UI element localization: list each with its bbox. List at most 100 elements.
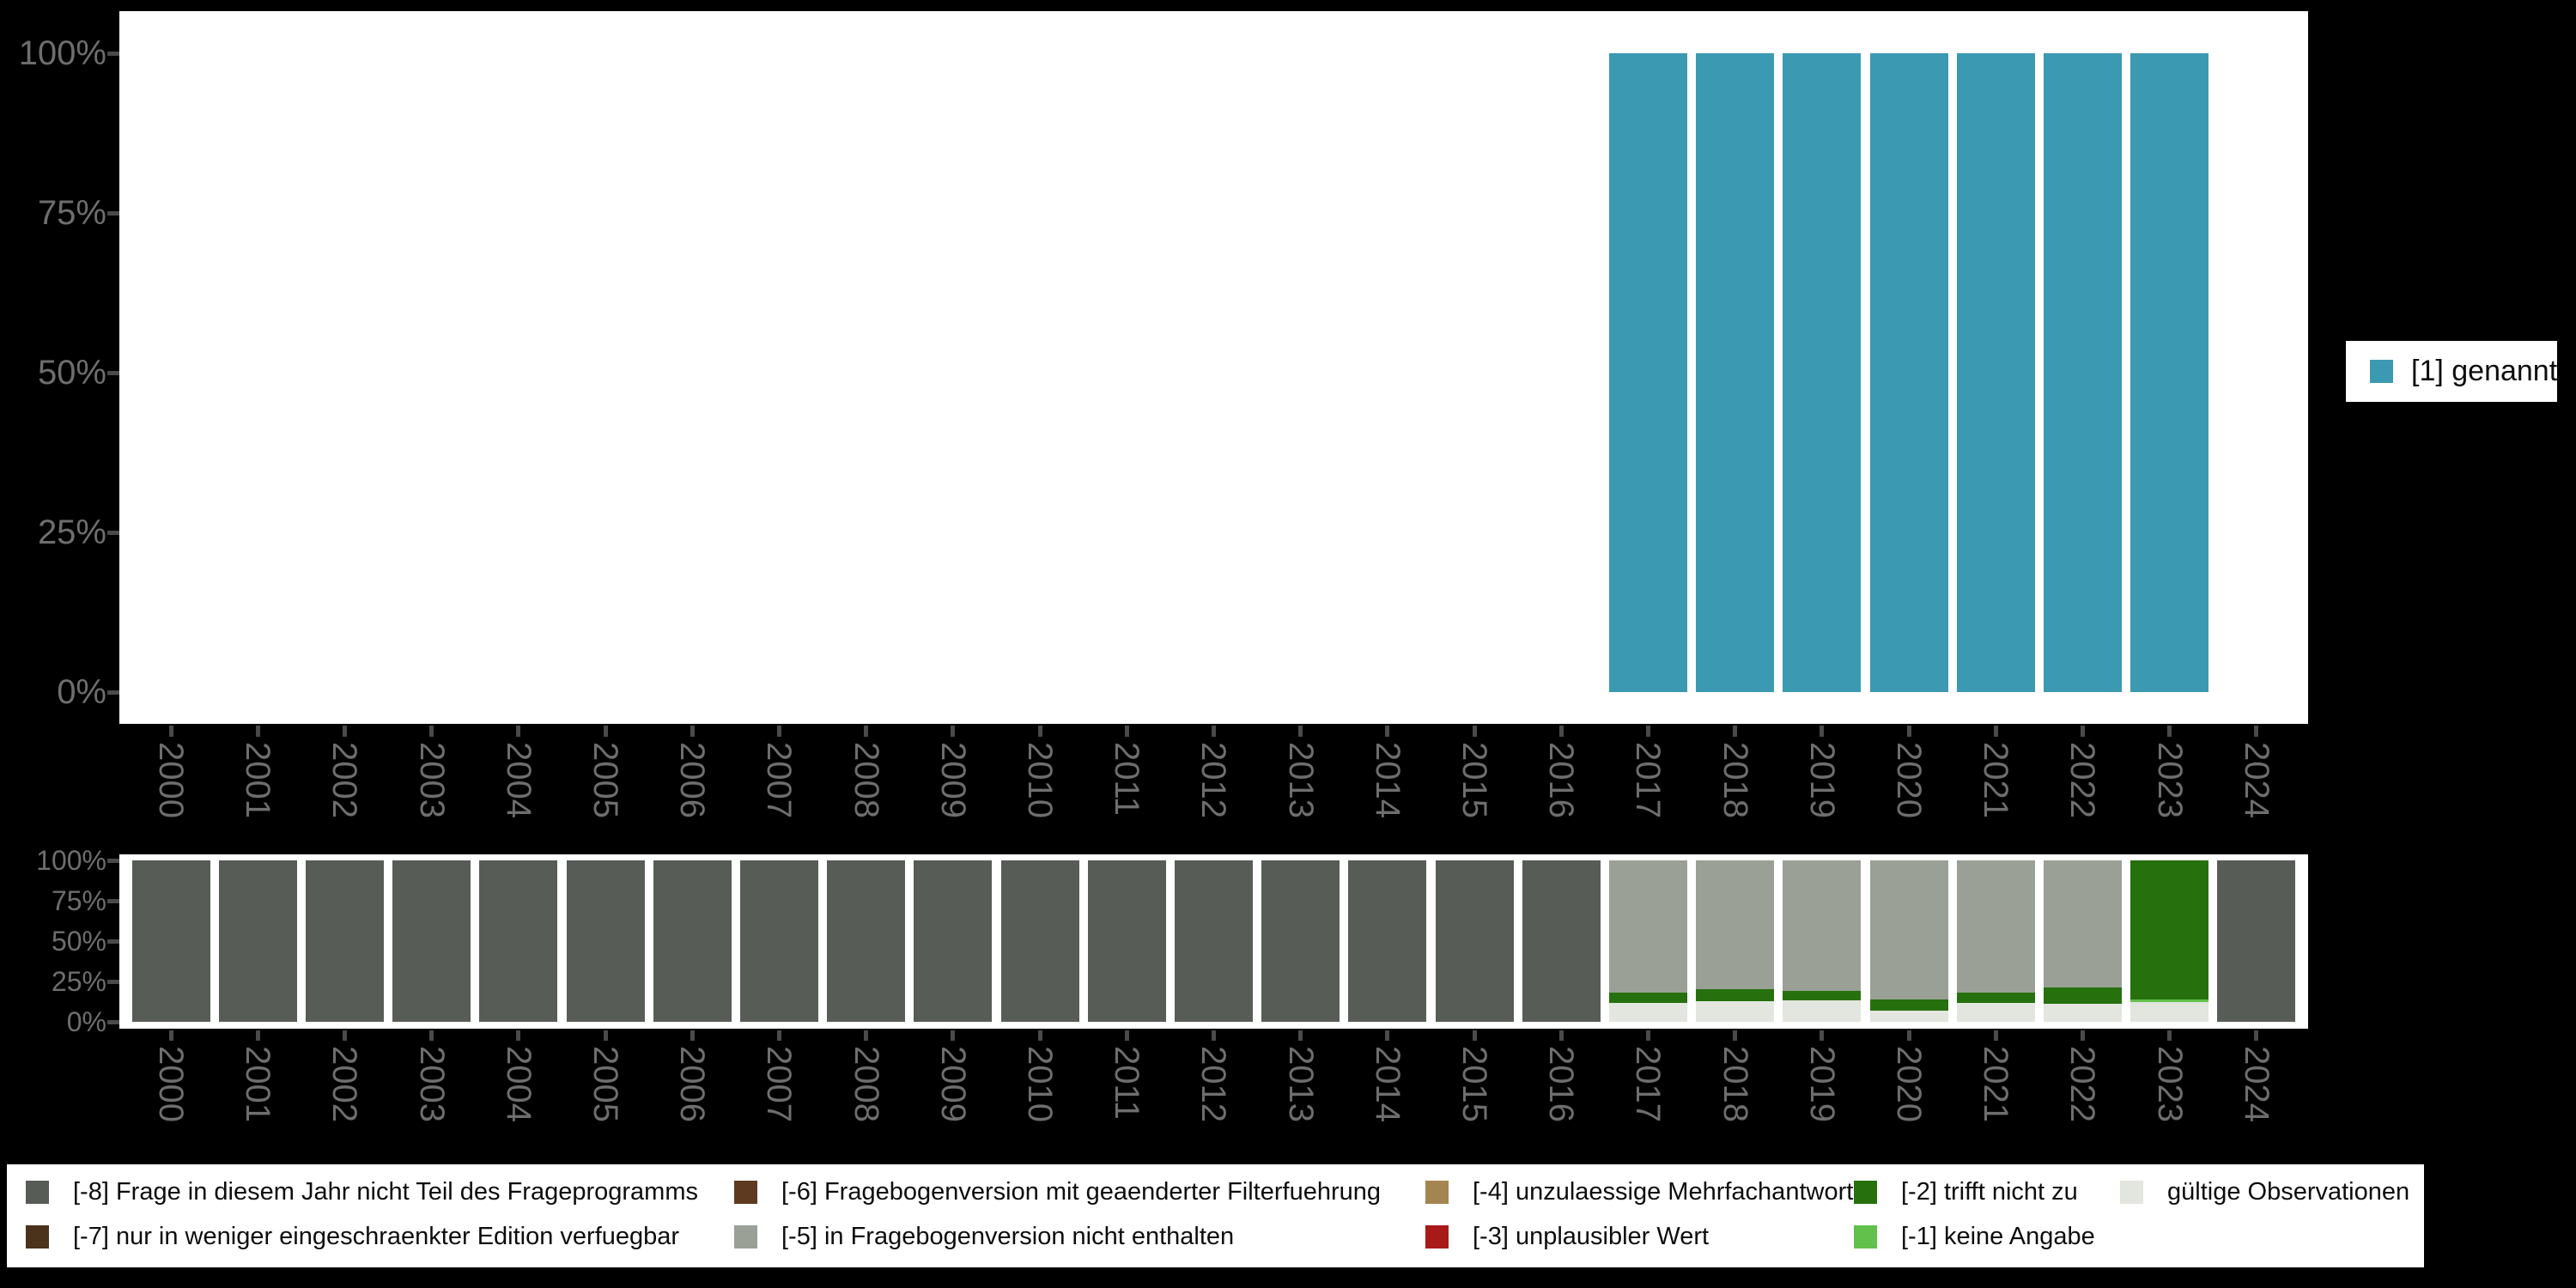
x-tick-label: 2014 bbox=[1368, 1046, 1406, 1122]
x-tick-label: 2015 bbox=[1455, 1046, 1493, 1122]
stacked-bar-segment--8 bbox=[1522, 860, 1601, 1022]
stacked-bar-segment-valid bbox=[1608, 1003, 1687, 1022]
stacked-bar-segment--5 bbox=[1869, 860, 1948, 999]
x-tick bbox=[1385, 1030, 1390, 1041]
stacked-bar-2002 bbox=[305, 860, 384, 1022]
stacked-bar-segment--8 bbox=[1261, 860, 1340, 1022]
x-tick-label: 2013 bbox=[1281, 742, 1320, 818]
stacked-bar-2016 bbox=[1522, 860, 1601, 1022]
stacked-bar-2014 bbox=[1348, 860, 1427, 1022]
x-tick bbox=[2080, 1030, 2085, 1041]
stacked-bar-segment--2 bbox=[2130, 860, 2209, 1000]
x-tick-label: 2005 bbox=[586, 742, 624, 818]
x-tick-label: 2023 bbox=[2150, 742, 2189, 818]
top-chart-bar-2023 bbox=[2130, 53, 2209, 692]
x-tick-label: 2020 bbox=[1890, 742, 1928, 818]
x-tick-label: 2022 bbox=[2063, 1046, 2102, 1122]
legend-label--5: [-5] in Fragebogenversion nicht enthalte… bbox=[781, 1223, 1235, 1250]
legend-label-valid: gültige Observationen bbox=[2167, 1178, 2410, 1206]
x-tick bbox=[1211, 726, 1216, 737]
stacked-bar-2019 bbox=[1783, 860, 1862, 1022]
legend-swatch--8 bbox=[26, 1181, 49, 1204]
top-chart-bar-2021 bbox=[1956, 53, 2035, 692]
x-tick bbox=[1037, 1030, 1042, 1041]
x-tick bbox=[168, 1030, 173, 1041]
stacked-bar-2022 bbox=[2043, 860, 2122, 1022]
x-tick bbox=[2167, 726, 2172, 737]
legend-label--2: [-2] trifft nicht zu bbox=[1901, 1178, 2078, 1206]
stacked-bar-segment--2 bbox=[1696, 989, 1775, 1001]
stacked-bar-segment--5 bbox=[1696, 860, 1775, 990]
x-tick bbox=[864, 1030, 869, 1041]
x-tick bbox=[1906, 726, 1911, 737]
x-tick bbox=[1645, 726, 1650, 737]
stacked-bar-2018 bbox=[1696, 860, 1775, 1022]
x-tick bbox=[2254, 1030, 2259, 1041]
legend-label-genannt: [1] genannt bbox=[2411, 355, 2558, 387]
x-tick-label: 2018 bbox=[1716, 1046, 1754, 1122]
y-tick-label: 75% bbox=[51, 885, 106, 916]
legend-label--6: [-6] Fragebogenversion mit geaenderter F… bbox=[781, 1178, 1381, 1206]
x-tick bbox=[1820, 1030, 1825, 1041]
x-tick bbox=[2080, 726, 2085, 737]
x-tick bbox=[1733, 726, 1738, 737]
x-tick bbox=[1037, 726, 1042, 737]
x-tick bbox=[1298, 726, 1303, 737]
stacked-bar-segment--8 bbox=[1000, 860, 1079, 1022]
x-tick-label: 2011 bbox=[1108, 1046, 1146, 1121]
x-tick-label: 2007 bbox=[760, 1046, 799, 1122]
x-tick bbox=[776, 1030, 781, 1041]
stacked-bar-segment--8 bbox=[2217, 860, 2296, 1022]
y-tick bbox=[107, 690, 119, 695]
x-tick-label: 2004 bbox=[499, 1046, 538, 1122]
bottom-chart-panel bbox=[119, 854, 2308, 1029]
x-tick-label: 2023 bbox=[2150, 1046, 2189, 1122]
x-tick-label: 2012 bbox=[1194, 1046, 1233, 1122]
x-tick bbox=[603, 726, 608, 737]
stacked-bar-2020 bbox=[1869, 860, 1948, 1022]
x-tick bbox=[1558, 1030, 1564, 1041]
x-tick-label: 2000 bbox=[152, 1046, 190, 1122]
x-tick bbox=[1385, 726, 1390, 737]
top-chart-bar-2018 bbox=[1696, 53, 1775, 692]
x-tick-label: 2016 bbox=[1542, 742, 1581, 818]
stacked-bar-segment--8 bbox=[653, 860, 732, 1022]
x-tick-label: 2012 bbox=[1194, 742, 1233, 818]
x-tick-label: 2021 bbox=[1977, 742, 2015, 818]
stacked-bar-segment-valid bbox=[1783, 1000, 1862, 1022]
x-tick-label: 2001 bbox=[239, 1046, 277, 1122]
y-tick bbox=[107, 530, 119, 535]
legend-swatch-genannt bbox=[2370, 360, 2393, 383]
stacked-bar-2004 bbox=[479, 860, 558, 1022]
stacked-bar-segment--2 bbox=[1783, 990, 1862, 1001]
stacked-bar-segment--2 bbox=[1956, 993, 2035, 1003]
x-tick bbox=[2167, 1030, 2172, 1041]
x-tick bbox=[1472, 726, 1477, 737]
x-tick bbox=[1558, 726, 1564, 737]
x-tick bbox=[951, 726, 956, 737]
stacked-bar-segment--2 bbox=[1869, 999, 1948, 1012]
x-tick bbox=[1124, 1030, 1129, 1041]
stacked-bar-segment--8 bbox=[305, 860, 384, 1022]
y-tick-label: 0% bbox=[66, 1006, 106, 1037]
top-chart-bar-2020 bbox=[1869, 53, 1948, 692]
y-tick bbox=[107, 979, 119, 984]
x-tick-label: 2004 bbox=[499, 742, 538, 818]
stacked-bar-segment--8 bbox=[479, 860, 558, 1022]
stacked-bar-2013 bbox=[1261, 860, 1340, 1022]
x-tick-label: 2001 bbox=[239, 742, 277, 818]
top-chart-panel bbox=[119, 11, 2308, 724]
x-tick bbox=[690, 726, 695, 737]
stacked-bar-segment-valid bbox=[2043, 1004, 2122, 1022]
stacked-bar-segment--8 bbox=[1348, 860, 1427, 1022]
x-tick bbox=[516, 1030, 521, 1041]
stacked-bar-2024 bbox=[2217, 860, 2296, 1022]
x-tick bbox=[255, 726, 260, 737]
x-tick bbox=[864, 726, 869, 737]
stacked-bar-2000 bbox=[131, 860, 210, 1022]
x-tick bbox=[168, 726, 173, 737]
legend-label--1: [-1] keine Angabe bbox=[1901, 1223, 2095, 1250]
stacked-bar-2023 bbox=[2130, 860, 2209, 1022]
stacked-bar-2011 bbox=[1087, 860, 1166, 1022]
